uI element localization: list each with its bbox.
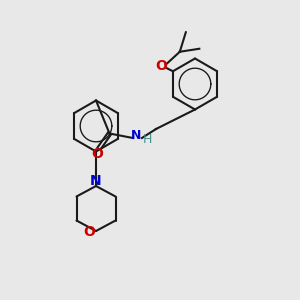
Text: H: H [142,133,152,146]
Text: N: N [131,129,142,142]
Text: O: O [155,59,167,73]
Text: O: O [83,226,95,239]
Text: N: N [90,174,102,188]
Text: O: O [92,147,104,161]
